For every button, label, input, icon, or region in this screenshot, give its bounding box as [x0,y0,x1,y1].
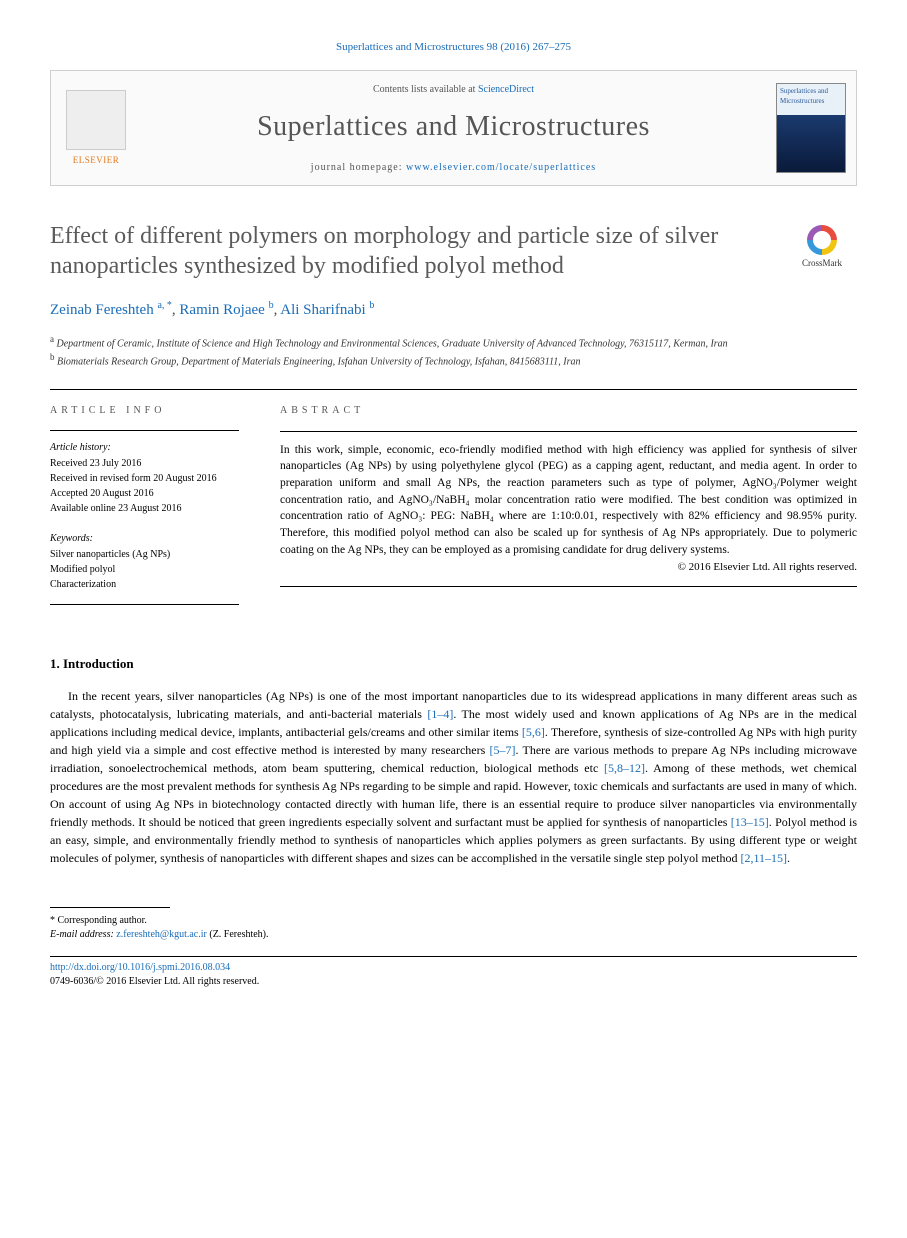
author-link[interactable]: Zeinab Fereshteh [50,302,154,318]
history-label: Article history: [50,441,260,455]
aff-text: Department of Ceramic, Institute of Scie… [57,338,728,349]
email-person: (Z. Fereshteh). [209,929,268,940]
elsevier-logo[interactable]: ELSEVIER [51,71,141,184]
contents-prefix: Contents lists available at [373,84,478,95]
crossmark-icon [807,225,837,255]
doi-line: http://dx.doi.org/10.1016/j.spmi.2016.08… [50,961,857,975]
email-label: E-mail address: [50,929,114,940]
ref-link[interactable]: [5,6] [522,725,545,739]
article-info: ARTICLE INFO Article history: Received 2… [50,404,280,615]
aff-sup: a [50,334,54,344]
aff-text: Biomaterials Research Group, Department … [57,356,580,367]
elsevier-name: ELSEVIER [73,154,120,167]
bottom-divider [50,956,857,957]
journal-header: ELSEVIER Contents lists available at Sci… [50,70,857,185]
cover-thumbnail[interactable]: Superlattices and Microstructures [766,71,856,184]
info-divider [50,430,239,431]
author-name: Zeinab Fereshteh [50,302,154,318]
crossmark-badge[interactable]: CrossMark [787,225,857,270]
abstract-body: In this work, simple, economic, eco-frie… [280,442,857,559]
cover-caption: Superlattices and Microstructures [780,87,828,105]
contents-line: Contents lists available at ScienceDirec… [151,83,756,97]
info-divider [50,604,239,605]
abstract: ABSTRACT In this work, simple, economic,… [280,404,857,615]
ref-link[interactable]: [5,8–12] [604,761,645,775]
homepage-prefix: journal homepage: [311,162,406,173]
info-abstract-row: ARTICLE INFO Article history: Received 2… [50,404,857,615]
keyword-item: Modified polyol [50,563,260,577]
info-label: ARTICLE INFO [50,404,260,418]
ref-link[interactable]: [5–7] [490,743,516,757]
page: Superlattices and Microstructures 98 (20… [0,0,907,1029]
email-link[interactable]: z.fereshteh@kgut.ac.ir [116,929,207,940]
history-item: Received 23 July 2016 [50,457,260,471]
affiliation-item: b Biomaterials Research Group, Departmen… [50,351,857,369]
author-name: Ramin Rojaee [179,302,264,318]
elsevier-tree-icon [66,90,126,150]
top-citation: Superlattices and Microstructures 98 (20… [50,40,857,55]
header-center: Contents lists available at ScienceDirec… [141,71,766,184]
ref-link[interactable]: [1–4] [427,707,453,721]
copyright: © 2016 Elsevier Ltd. All rights reserved… [280,560,857,576]
corr-email-line: E-mail address: z.fereshteh@kgut.ac.ir (… [50,928,857,942]
cover-image: Superlattices and Microstructures [776,83,846,173]
intro-heading: 1. Introduction [50,655,857,673]
history-item: Received in revised form 20 August 2016 [50,472,260,486]
article-title: Effect of different polymers on morpholo… [50,221,767,281]
abstract-label: ABSTRACT [280,404,857,419]
divider [50,389,857,390]
sciencedirect-link[interactable]: ScienceDirect [478,84,534,95]
intro-paragraph: In the recent years, silver nanoparticle… [50,687,857,867]
history-item: Available online 23 August 2016 [50,502,260,516]
issn-line: 0749-6036/© 2016 Elsevier Ltd. All right… [50,975,857,989]
aff-sup: b [50,352,55,362]
ref-link[interactable]: [2,11–15] [740,851,787,865]
author-list: Zeinab Fereshteh a, *, Ramin Rojaee b, A… [50,299,857,321]
keyword-item: Silver nanoparticles (Ag NPs) [50,548,260,562]
ref-link[interactable]: [13–15] [731,815,769,829]
corr-label: * Corresponding author. [50,914,857,928]
corresponding-author: * Corresponding author. E-mail address: … [50,914,857,942]
footnote-separator [50,907,170,908]
abstract-divider [280,586,857,587]
title-row: Effect of different polymers on morpholo… [50,221,857,281]
keywords-label: Keywords: [50,532,260,546]
crossmark-label: CrossMark [802,258,842,268]
author-aff: b [369,300,374,311]
affiliation-item: a Department of Ceramic, Institute of Sc… [50,333,857,351]
affiliations: a Department of Ceramic, Institute of Sc… [50,333,857,370]
doi-link[interactable]: http://dx.doi.org/10.1016/j.spmi.2016.08… [50,962,230,973]
author-link[interactable]: Ali Sharifnabi [280,302,365,318]
abstract-divider [280,431,857,432]
history-item: Accepted 20 August 2016 [50,487,260,501]
keyword-item: Characterization [50,578,260,592]
author-link[interactable]: Ramin Rojaee [179,302,264,318]
author-name: Ali Sharifnabi [280,302,365,318]
homepage-line: journal homepage: www.elsevier.com/locat… [151,161,756,175]
author-aff: a, * [157,300,171,311]
journal-name: Superlattices and Microstructures [151,107,756,146]
author-aff: b [269,300,274,311]
homepage-link[interactable]: www.elsevier.com/locate/superlattices [406,162,596,173]
